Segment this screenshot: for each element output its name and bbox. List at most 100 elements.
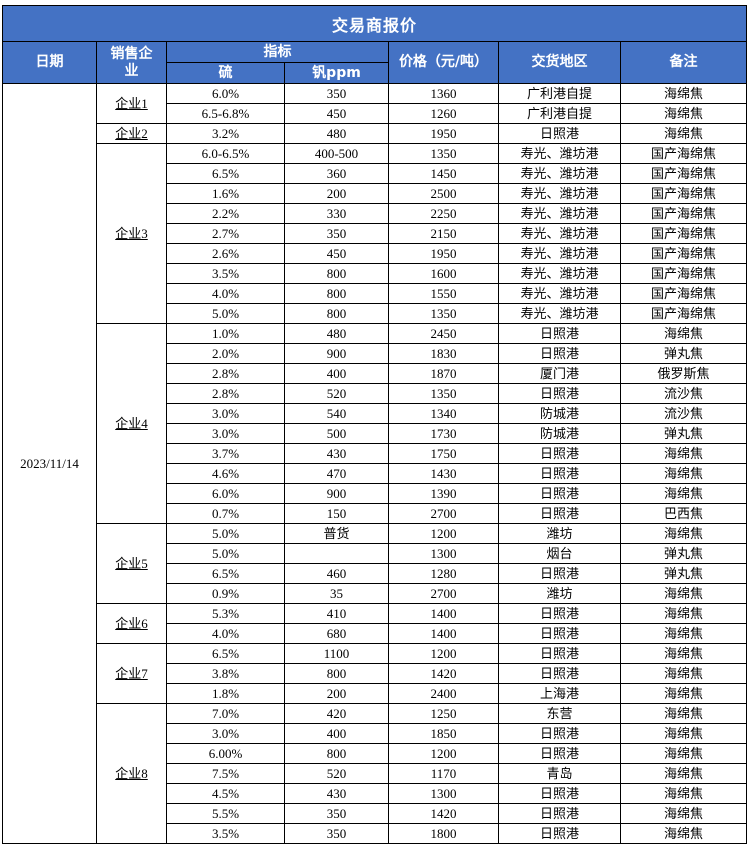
vanadium-cell: 800 xyxy=(284,263,389,284)
sulfur-cell: 5.0% xyxy=(166,543,285,564)
price-cell: 1300 xyxy=(388,783,499,804)
vanadium-cell: 400 xyxy=(284,363,389,384)
table-row: 企业5 5.0% 普货 1200 潍坊 海绵焦 xyxy=(3,523,748,604)
delivery-cell: 东营 xyxy=(498,703,621,724)
vanadium-cell: 420 xyxy=(284,703,389,724)
remark-cell: 海绵焦 xyxy=(619,823,748,844)
table-row: 2.8% 520 1350 日照港 流沙焦 xyxy=(3,383,748,404)
sulfur-cell: 6.0% xyxy=(166,83,285,104)
delivery-cell: 日照港 xyxy=(498,803,621,824)
table-row: 6.5% 360 1450 寿光、潍坊港 国产海绵焦 xyxy=(3,163,748,184)
sulfur-cell: 3.0% xyxy=(166,403,285,424)
table-row: 1.8% 200 2400 上海港 海绵焦 xyxy=(3,683,748,704)
price-cell: 1400 xyxy=(388,623,499,644)
company-cell: 企业8 xyxy=(96,703,167,844)
sulfur-cell: 4.0% xyxy=(166,623,285,644)
sulfur-cell: 3.5% xyxy=(166,823,285,844)
sulfur-cell: 2.6% xyxy=(166,243,285,264)
delivery-cell: 日照港 xyxy=(498,503,621,524)
remark-cell: 国产海绵焦 xyxy=(619,203,748,224)
sulfur-cell: 4.5% xyxy=(166,783,285,804)
delivery-cell: 寿光、潍坊港 xyxy=(498,283,621,304)
sulfur-cell: 2.8% xyxy=(166,363,285,384)
price-cell: 1350 xyxy=(388,143,499,164)
delivery-cell: 日照港 xyxy=(498,623,621,644)
vanadium-cell: 520 xyxy=(284,383,389,404)
col-header-price: 价格（元/吨） xyxy=(388,41,499,84)
sulfur-cell: 6.5% xyxy=(166,163,285,184)
delivery-cell: 日照港 xyxy=(498,783,621,804)
company-cell: 企业1 xyxy=(96,83,167,124)
sulfur-cell: 4.6% xyxy=(166,463,285,484)
delivery-cell: 青岛 xyxy=(498,763,621,784)
delivery-cell: 寿光、潍坊港 xyxy=(498,303,621,324)
vanadium-cell: 350 xyxy=(284,223,389,244)
remark-cell: 海绵焦 xyxy=(619,323,748,344)
price-cell: 1300 xyxy=(388,543,499,564)
table-row: 0.7% 150 2700 日照港 巴西焦 xyxy=(3,503,748,524)
price-cell: 2700 xyxy=(388,583,499,604)
delivery-cell: 上海港 xyxy=(498,683,621,704)
company-cell: 企业7 xyxy=(96,643,167,704)
table-row: 企业4 1.0% 480 2450 日照港 海绵焦 xyxy=(3,323,748,524)
sulfur-cell: 3.0% xyxy=(166,723,285,744)
table-row: 企业8 7.0% 420 1250 东营 海绵焦 xyxy=(3,703,748,844)
delivery-cell: 日照港 xyxy=(498,323,621,344)
price-cell: 1420 xyxy=(388,663,499,684)
delivery-cell: 寿光、潍坊港 xyxy=(498,203,621,224)
price-cell: 1350 xyxy=(388,383,499,404)
delivery-cell: 潍坊 xyxy=(498,583,621,604)
vanadium-cell: 410 xyxy=(284,603,389,624)
delivery-cell: 日照港 xyxy=(498,743,621,764)
price-cell: 1800 xyxy=(388,823,499,844)
vanadium-cell: 450 xyxy=(284,243,389,264)
price-cell: 1200 xyxy=(388,743,499,764)
price-cell: 1550 xyxy=(388,283,499,304)
delivery-cell: 日照港 xyxy=(498,343,621,364)
trader-quote-table: 交易商报价 日期 销售企业 指标 价格（元/吨） 交货地区 备注 硫 钒ppm … xyxy=(1,5,748,844)
remark-cell: 国产海绵焦 xyxy=(619,283,748,304)
delivery-cell: 防城港 xyxy=(498,403,621,424)
remark-cell: 流沙焦 xyxy=(619,383,748,404)
remark-cell: 海绵焦 xyxy=(619,443,748,464)
price-cell: 2700 xyxy=(388,503,499,524)
sulfur-cell: 5.0% xyxy=(166,303,285,324)
table-row: 3.5% 800 1600 寿光、潍坊港 国产海绵焦 xyxy=(3,263,748,284)
table-row: 4.0% 680 1400 日照港 海绵焦 xyxy=(3,623,748,644)
delivery-cell: 寿光、潍坊港 xyxy=(498,263,621,284)
delivery-cell: 烟台 xyxy=(498,543,621,564)
delivery-cell: 日照港 xyxy=(498,443,621,464)
sulfur-cell: 3.7% xyxy=(166,443,285,464)
remark-cell: 弹丸焦 xyxy=(619,563,748,584)
table-row: 企业6 5.3% 410 1400 日照港 海绵焦 xyxy=(3,603,748,644)
col-header-remark: 备注 xyxy=(619,41,748,84)
remark-cell: 海绵焦 xyxy=(619,463,748,484)
price-cell: 1870 xyxy=(388,363,499,384)
price-cell: 1430 xyxy=(388,463,499,484)
vanadium-cell: 800 xyxy=(284,283,389,304)
company-cell: 企业3 xyxy=(96,143,167,324)
company-cell: 企业2 xyxy=(96,123,167,144)
vanadium-cell: 400 xyxy=(284,723,389,744)
table-row: 3.7% 430 1750 日照港 海绵焦 xyxy=(3,443,748,464)
table-row: 2.6% 450 1950 寿光、潍坊港 国产海绵焦 xyxy=(3,243,748,264)
price-cell: 1750 xyxy=(388,443,499,464)
price-cell: 1200 xyxy=(388,523,499,544)
table-row: 7.5% 520 1170 青岛 海绵焦 xyxy=(3,763,748,784)
vanadium-cell: 430 xyxy=(284,443,389,464)
col-header-vanadium: 钒ppm xyxy=(284,62,389,84)
price-cell: 1850 xyxy=(388,723,499,744)
remark-cell: 海绵焦 xyxy=(619,123,748,144)
vanadium-cell: 800 xyxy=(284,303,389,324)
remark-cell: 海绵焦 xyxy=(619,583,748,604)
sulfur-cell: 1.8% xyxy=(166,683,285,704)
price-cell: 1600 xyxy=(388,263,499,284)
sulfur-cell: 7.5% xyxy=(166,763,285,784)
vanadium-cell: 470 xyxy=(284,463,389,484)
price-cell: 1260 xyxy=(388,103,499,124)
remark-cell: 海绵焦 xyxy=(619,483,748,504)
price-cell: 2150 xyxy=(388,223,499,244)
price-cell: 1450 xyxy=(388,163,499,184)
sulfur-cell: 5.3% xyxy=(166,603,285,624)
